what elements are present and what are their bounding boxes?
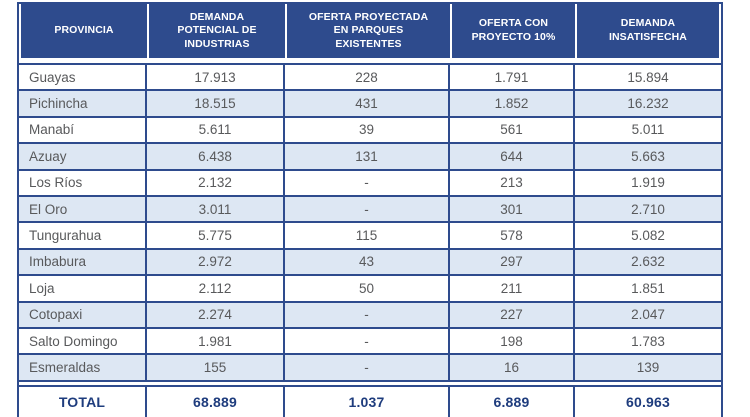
column-header-1: DEMANDA POTENCIAL DE INDUSTRIAS bbox=[149, 4, 285, 58]
table-row: Tungurahua 5.775 115 578 5.082 bbox=[19, 223, 721, 250]
cell-value: 5.663 bbox=[631, 148, 665, 164]
cell-provincia: Los Ríos bbox=[19, 170, 147, 195]
cell-value: 2.710 bbox=[631, 201, 665, 217]
cell-value: - bbox=[285, 302, 450, 327]
cell-value: 1.852 bbox=[450, 91, 575, 116]
cell-provincia: Tungurahua bbox=[19, 223, 147, 248]
cell-value: 1.919 bbox=[631, 175, 665, 191]
table-total-row: TOTAL 68.889 1.037 6.889 60.963 bbox=[19, 384, 721, 417]
cell-provincia: TOTAL bbox=[19, 386, 147, 417]
cell-value: 561 bbox=[450, 117, 575, 143]
cell-value: 68.889 bbox=[147, 386, 285, 417]
column-header-3: OFERTA CON PROYECTO 10% bbox=[452, 4, 575, 58]
cell-provincia: Manabí bbox=[19, 117, 147, 143]
table-row: Salto Domingo 1.981-198 1.783 bbox=[19, 328, 721, 356]
cell-value: 431 bbox=[285, 91, 450, 116]
cell-value: 213 bbox=[450, 170, 575, 195]
cell-value: 2.132 bbox=[147, 170, 285, 195]
table-body: Guayas 17.913 228 1.791 15.894 Pichincha 18.51… bbox=[19, 63, 721, 382]
cell-value: 6.889 bbox=[450, 386, 575, 417]
cell-value: 115 bbox=[285, 223, 450, 248]
cell-provincia: El Oro bbox=[19, 196, 147, 222]
cell-value: 5.611 bbox=[147, 117, 285, 143]
column-header-0: PROVINCIA bbox=[21, 4, 147, 58]
table-row: Imbabura 2.972 43 297 2.632 bbox=[19, 249, 721, 277]
table-header-row: PROVINCIA DEMANDA POTENCIAL DE INDUSTRIAS… bbox=[19, 4, 721, 58]
cell-value: 17.913 bbox=[147, 65, 285, 90]
cell-value: 228 bbox=[285, 65, 450, 90]
cell-value: 198 bbox=[450, 328, 575, 354]
table-row: Pichincha 18.515 431 1.852 16.232 bbox=[19, 91, 721, 118]
cell-provincia: Pichincha bbox=[19, 91, 147, 116]
cell-value: - bbox=[285, 196, 450, 222]
cell-value: 1.851 bbox=[631, 280, 665, 296]
cell-value: 155 bbox=[147, 355, 285, 380]
table-row: Manabí 5.611 39 561 5.011 bbox=[19, 117, 721, 145]
cell-value: 39 bbox=[285, 117, 450, 143]
cell-value: - bbox=[285, 355, 450, 380]
header-body-divider bbox=[19, 58, 721, 63]
cell-value: 1.791 bbox=[450, 65, 575, 90]
table-row: Esmeraldas 155-16 139 bbox=[19, 355, 721, 382]
cell-value: 2.047 bbox=[631, 307, 665, 323]
cell-value: 301 bbox=[450, 196, 575, 222]
cell-value: 43 bbox=[285, 249, 450, 275]
provinces-demand-table: PROVINCIA DEMANDA POTENCIAL DE INDUSTRIAS… bbox=[17, 2, 723, 417]
cell-value: 227 bbox=[450, 302, 575, 327]
cell-value: 297 bbox=[450, 249, 575, 275]
cell-value: 1.783 bbox=[631, 333, 665, 349]
cell-value: 2.972 bbox=[147, 249, 285, 275]
cell-provincia: Loja bbox=[19, 276, 147, 301]
table-row: Loja 2.112 50 211 1.851 bbox=[19, 276, 721, 303]
cell-value: 16.232 bbox=[627, 96, 669, 112]
table-row: El Oro 3.011-301 2.710 bbox=[19, 196, 721, 224]
cell-provincia: Azuay bbox=[19, 144, 147, 169]
cell-value: 16 bbox=[450, 355, 575, 380]
cell-value: 6.438 bbox=[147, 144, 285, 169]
cell-provincia: Imbabura bbox=[19, 249, 147, 275]
column-header-4: DEMANDA INSATISFECHA bbox=[577, 4, 719, 58]
table-row: Los Ríos 2.132-213 1.919 bbox=[19, 170, 721, 197]
cell-value: 50 bbox=[285, 276, 450, 301]
table-row: Azuay 6.438 131 644 5.663 bbox=[19, 144, 721, 171]
column-header-2: OFERTA PROYECTADA EN PARQUES EXISTENTES bbox=[287, 4, 450, 58]
cell-value: 5.082 bbox=[631, 228, 665, 244]
body-total-divider bbox=[19, 381, 721, 385]
cell-value: 3.011 bbox=[147, 196, 285, 222]
cell-value: 5.775 bbox=[147, 223, 285, 248]
cell-value: 2.112 bbox=[147, 276, 285, 301]
cell-value: 644 bbox=[450, 144, 575, 169]
cell-value: 139 bbox=[636, 359, 660, 375]
cell-provincia: Guayas bbox=[19, 65, 147, 90]
cell-value: - bbox=[285, 328, 450, 354]
cell-value: 578 bbox=[450, 223, 575, 248]
cell-value: 60.963 bbox=[625, 393, 671, 410]
cell-value: 1.037 bbox=[285, 386, 450, 417]
table-row: Cotopaxi 2.274-227 2.047 bbox=[19, 302, 721, 329]
cell-value: 211 bbox=[450, 276, 575, 301]
cell-value: - bbox=[285, 170, 450, 195]
cell-provincia: Cotopaxi bbox=[19, 302, 147, 327]
cell-value: 1.981 bbox=[147, 328, 285, 354]
cell-value: 15.894 bbox=[627, 69, 669, 85]
table-row: Guayas 17.913 228 1.791 15.894 bbox=[19, 65, 721, 92]
cell-provincia: Esmeraldas bbox=[19, 355, 147, 380]
cell-value: 2.274 bbox=[147, 302, 285, 327]
cell-value: 18.515 bbox=[147, 91, 285, 116]
cell-value: 5.011 bbox=[631, 122, 665, 138]
cell-provincia: Salto Domingo bbox=[19, 328, 147, 354]
cell-value: 131 bbox=[285, 144, 450, 169]
cell-value: 2.632 bbox=[631, 254, 665, 270]
